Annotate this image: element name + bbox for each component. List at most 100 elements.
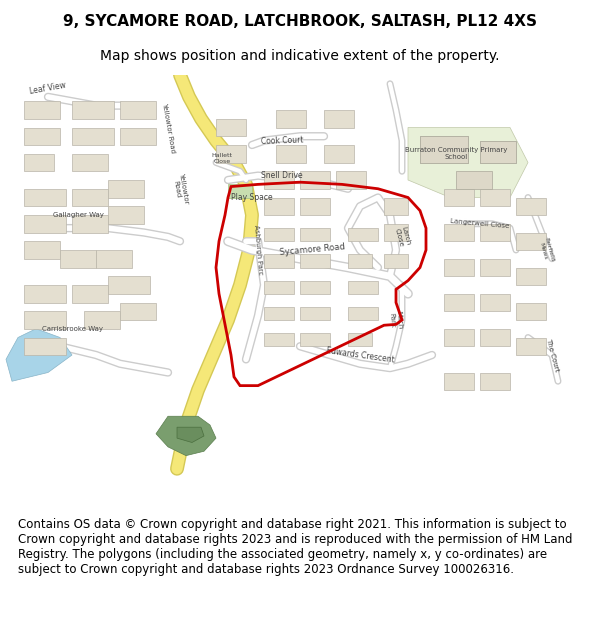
- Bar: [276, 145, 306, 162]
- Text: Leaf View: Leaf View: [29, 81, 67, 96]
- Bar: [456, 171, 492, 189]
- Bar: [300, 333, 330, 346]
- Polygon shape: [6, 329, 72, 381]
- Bar: [72, 154, 108, 171]
- Text: The Court: The Court: [545, 338, 559, 372]
- Bar: [84, 311, 120, 329]
- Bar: [480, 141, 516, 162]
- Text: Fairfield
Mews: Fairfield Mews: [538, 237, 554, 263]
- Bar: [72, 285, 108, 302]
- Text: Sycamore Road: Sycamore Road: [279, 242, 345, 258]
- Bar: [348, 254, 372, 268]
- Bar: [480, 259, 510, 276]
- Bar: [24, 127, 60, 145]
- Bar: [24, 215, 66, 232]
- Text: Ashburgh Parc: Ashburgh Parc: [253, 225, 263, 275]
- Bar: [24, 338, 66, 355]
- Bar: [300, 228, 330, 241]
- Bar: [444, 329, 474, 346]
- Bar: [324, 110, 354, 128]
- Bar: [444, 259, 474, 276]
- Bar: [264, 333, 294, 346]
- Bar: [264, 281, 294, 294]
- Bar: [264, 307, 294, 320]
- Text: Milch
Park: Milch Park: [389, 310, 403, 330]
- Bar: [24, 311, 66, 329]
- Bar: [24, 101, 60, 119]
- Bar: [516, 198, 546, 215]
- Bar: [120, 302, 156, 320]
- Bar: [108, 206, 144, 224]
- Bar: [516, 268, 546, 285]
- Bar: [216, 145, 246, 162]
- Bar: [336, 171, 366, 189]
- Bar: [264, 228, 294, 241]
- Bar: [72, 215, 108, 232]
- Text: Play Space: Play Space: [231, 193, 273, 202]
- Text: Edwards Crescent: Edwards Crescent: [325, 346, 395, 364]
- Bar: [276, 110, 306, 128]
- Bar: [444, 224, 474, 241]
- Text: 9, SYCAMORE ROAD, LATCHBROOK, SALTASH, PL12 4XS: 9, SYCAMORE ROAD, LATCHBROOK, SALTASH, P…: [63, 14, 537, 29]
- Bar: [480, 141, 516, 162]
- Bar: [324, 145, 354, 162]
- Text: Gallagher Way: Gallagher Way: [53, 212, 103, 218]
- Bar: [24, 189, 66, 206]
- Bar: [72, 127, 114, 145]
- Bar: [96, 250, 132, 268]
- Bar: [300, 254, 330, 268]
- Bar: [444, 372, 474, 390]
- Polygon shape: [228, 184, 252, 198]
- Text: Carrisbrooke Way: Carrisbrooke Way: [41, 326, 103, 332]
- Bar: [60, 250, 96, 268]
- Bar: [24, 241, 60, 259]
- Text: Burraton Community Primary
School: Burraton Community Primary School: [405, 148, 507, 160]
- Text: Yellowtor Road: Yellowtor Road: [161, 102, 175, 153]
- Bar: [24, 285, 66, 302]
- Text: Yellowtor
Road: Yellowtor Road: [171, 172, 189, 206]
- Bar: [72, 189, 108, 206]
- Text: Hallett
Close: Hallett Close: [212, 152, 233, 164]
- Bar: [384, 224, 408, 241]
- Bar: [108, 276, 150, 294]
- Polygon shape: [156, 416, 216, 456]
- Bar: [264, 254, 294, 268]
- Bar: [300, 171, 330, 189]
- Text: Langerweil Close: Langerweil Close: [450, 218, 510, 229]
- Bar: [348, 228, 378, 241]
- Bar: [264, 171, 294, 189]
- Bar: [108, 180, 144, 198]
- Text: Cook Court: Cook Court: [260, 136, 304, 146]
- Bar: [216, 119, 246, 136]
- Bar: [480, 189, 510, 206]
- Bar: [516, 232, 546, 250]
- Bar: [300, 281, 330, 294]
- Bar: [444, 189, 474, 206]
- Bar: [516, 302, 546, 320]
- Bar: [480, 224, 510, 241]
- Polygon shape: [177, 428, 204, 442]
- Bar: [72, 101, 114, 119]
- Bar: [444, 294, 474, 311]
- Bar: [480, 329, 510, 346]
- Text: Map shows position and indicative extent of the property.: Map shows position and indicative extent…: [100, 49, 500, 63]
- Bar: [348, 281, 378, 294]
- Bar: [24, 154, 54, 171]
- Text: Larch
Close: Larch Close: [393, 226, 411, 248]
- Bar: [300, 307, 330, 320]
- Bar: [120, 127, 156, 145]
- Polygon shape: [408, 127, 528, 198]
- Bar: [516, 338, 546, 355]
- Bar: [480, 294, 510, 311]
- Bar: [300, 198, 330, 215]
- Bar: [384, 254, 408, 268]
- Text: Contains OS data © Crown copyright and database right 2021. This information is : Contains OS data © Crown copyright and d…: [18, 518, 572, 576]
- Bar: [348, 333, 372, 346]
- Bar: [420, 136, 468, 162]
- Bar: [120, 101, 156, 119]
- Bar: [480, 372, 510, 390]
- Bar: [420, 136, 468, 162]
- Bar: [348, 307, 378, 320]
- Bar: [384, 198, 408, 215]
- Bar: [264, 198, 294, 215]
